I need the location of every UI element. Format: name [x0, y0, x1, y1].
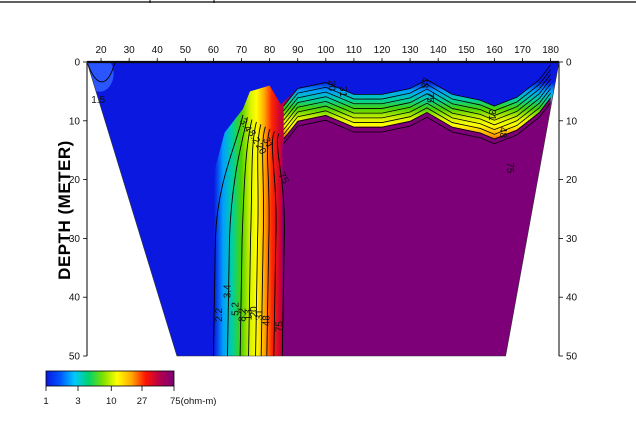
colorbar-tick-label: 1: [43, 396, 48, 407]
y-tick-label-right: 20: [566, 175, 578, 186]
y-tick-label-right: 30: [566, 234, 578, 245]
colorbar-gradient: [45, 370, 175, 387]
contour-line: [283, 92, 551, 135]
contour-label: 48: [262, 315, 273, 327]
contour-label: 5.2: [231, 302, 242, 316]
x-tick-label: 60: [208, 45, 220, 56]
contour-line: [283, 78, 551, 121]
contour-line: [283, 88, 551, 131]
contour-line: [283, 74, 551, 116]
contour-label: 20: [326, 80, 337, 92]
x-tick-label: 160: [486, 45, 503, 56]
contour-line: [239, 119, 253, 356]
x-tick-label: 130: [402, 45, 419, 56]
contour-label: 3.4: [222, 284, 233, 298]
contour-line: [212, 114, 244, 356]
contour-label: 2.2: [214, 307, 225, 321]
contour-label: 13: [243, 309, 254, 321]
contour-label: 75: [275, 171, 290, 187]
x-tick-label: 120: [374, 45, 391, 56]
contour-label: 1.5: [91, 95, 105, 106]
colorbar-tick-label: 3: [75, 396, 80, 407]
contour-lines: [87, 62, 551, 356]
contour-label: 31: [260, 136, 275, 152]
x-tick-label: 140: [430, 45, 447, 56]
contour-line: [255, 124, 262, 356]
x-tick-label: 50: [180, 45, 192, 56]
colorbar-tick-label: 10: [106, 396, 117, 407]
contour-label: 31: [337, 86, 348, 98]
section-outline: [86, 61, 560, 357]
contour-line: [271, 131, 277, 356]
axes: [86, 60, 560, 357]
colorbar: 1 3 10 27 75(ohm-m): [43, 370, 216, 407]
x-tick-label: 30: [124, 45, 136, 56]
y-axis-ticks-left: 0 10 20 30 40 50: [69, 58, 87, 363]
header-rule: [0, 0, 636, 3]
y-tick-label-right: 0: [566, 58, 572, 69]
contour-line: [260, 126, 266, 356]
contour-label: 48: [418, 77, 429, 89]
contour-line: [248, 121, 257, 356]
x-tick-label: 80: [264, 45, 276, 56]
y-tick-label-left: 0: [74, 58, 80, 69]
x-tick-label: 90: [292, 45, 304, 56]
contour-label: 20: [249, 306, 260, 318]
contour-line: [87, 62, 116, 83]
x-tick-label: 70: [236, 45, 248, 56]
x-axis-ticks: 20 30 40 50 60 70 80 90 100 110 120 130 140 150 160 170…: [95, 45, 559, 62]
contour-label: 20: [253, 141, 268, 157]
y-tick-label-left: 40: [69, 293, 81, 304]
y-tick-label-right: 10: [566, 116, 578, 127]
contour-line: [283, 102, 551, 145]
x-tick-label: 150: [458, 45, 475, 56]
y-axis-label: DEPTH (METER): [55, 140, 74, 280]
contour-label: 48: [497, 127, 508, 139]
contour-label: 75: [504, 162, 515, 174]
y-tick-label-right: 40: [566, 293, 578, 304]
contour-label: 75: [424, 92, 435, 104]
colorbar-tick-label: 75(ohm-m): [170, 396, 216, 407]
colorbar-tick-label: 27: [137, 396, 148, 407]
contour-line: [266, 128, 271, 356]
contour-label: 31: [255, 309, 266, 321]
y-tick-label-right: 50: [566, 352, 578, 363]
x-tick-label: 40: [152, 45, 164, 56]
x-tick-label: 170: [514, 45, 531, 56]
y-tick-label-left: 30: [69, 234, 81, 245]
contour-line: [276, 133, 285, 356]
contour-label: 8.2: [238, 307, 249, 321]
contour-line: [283, 83, 551, 126]
contour-line: [283, 97, 551, 140]
y-tick-label-left: 50: [69, 352, 81, 363]
y-axis-ticks-right: 0 10 20 30 40 50: [559, 58, 578, 363]
x-tick-label: 20: [95, 45, 107, 56]
high-resistivity-core: [282, 97, 559, 356]
contour-line: [283, 69, 551, 112]
x-tick-label: 100: [317, 45, 334, 56]
x-tick-label: 180: [542, 45, 559, 56]
contour-label: 31: [486, 109, 497, 121]
contour-line: [283, 64, 551, 107]
contour-label: 75: [274, 321, 285, 333]
x-tick-label: 110: [346, 45, 362, 56]
y-tick-label-left: 10: [69, 116, 81, 127]
y-tick-label-left: 20: [69, 175, 81, 186]
contour-line: [227, 117, 248, 356]
